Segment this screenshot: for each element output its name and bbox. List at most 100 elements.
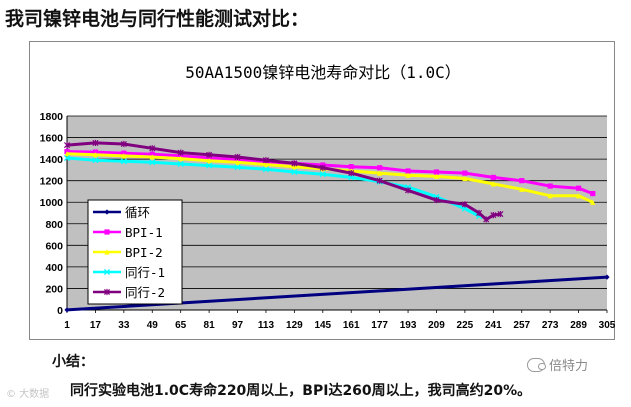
series-5	[63, 139, 504, 223]
y-axis-ticks: 0 200 400 600 800 1000 1200 1400 1600 1800	[40, 111, 64, 317]
point	[590, 191, 596, 197]
legend-item: BPI-1	[93, 225, 163, 240]
legend-item: 同行-2	[93, 285, 165, 300]
x-tick-label: 161	[343, 320, 360, 331]
legend-item: 循环	[93, 205, 150, 220]
point	[149, 145, 156, 152]
point	[92, 152, 99, 158]
point	[433, 196, 440, 204]
point	[262, 166, 270, 173]
y-tick-label: 1800	[40, 111, 64, 123]
point	[178, 153, 184, 159]
point	[291, 168, 298, 176]
y-tick-label: 1600	[40, 133, 64, 145]
y-tick-label: 0	[57, 305, 63, 317]
point	[121, 150, 127, 156]
point	[476, 209, 483, 217]
page-heading: 我司镍锌电池与同行性能测试对比：	[5, 8, 310, 30]
point	[149, 151, 155, 157]
point	[405, 187, 412, 194]
x-tick-label: 289	[570, 320, 587, 331]
point	[490, 174, 496, 181]
point	[262, 157, 269, 164]
point	[206, 158, 212, 164]
point	[433, 173, 440, 179]
series-line	[66, 156, 480, 218]
point	[348, 164, 354, 170]
watermark-text: 倍特力	[549, 359, 589, 374]
legend-label: 同行-1	[125, 265, 165, 280]
legend-item: BPI-2	[93, 245, 163, 260]
point	[604, 274, 610, 280]
x-tick-label: 257	[513, 320, 530, 331]
y-tick-label: 400	[45, 262, 63, 274]
axes	[66, 116, 607, 311]
point	[120, 158, 127, 165]
legend-label: BPI-1	[125, 225, 163, 240]
point	[319, 164, 326, 171]
x-tick-label: 145	[314, 320, 331, 331]
y-tick-label: 1000	[40, 197, 64, 209]
point	[575, 185, 582, 191]
point	[177, 160, 184, 168]
point	[497, 210, 504, 218]
point	[206, 155, 212, 161]
x-tick-label: 33	[118, 320, 130, 331]
point	[462, 175, 468, 182]
x-tick-label: 225	[457, 320, 474, 331]
point	[405, 168, 411, 174]
point	[490, 181, 496, 187]
x-tick-label: 305	[599, 320, 616, 331]
point	[263, 161, 269, 168]
legend: 循环 BPI-1 BPI-2 同行-1 同行-2	[87, 199, 183, 305]
point	[92, 139, 99, 147]
x-tick-label: 1	[64, 320, 70, 331]
point	[575, 193, 582, 199]
point	[92, 157, 99, 164]
x-tick-label: 49	[147, 320, 159, 331]
point	[377, 165, 383, 171]
wechat-icon	[527, 357, 546, 372]
series-line	[66, 150, 594, 196]
point	[206, 151, 213, 158]
x-tick-label: 177	[371, 320, 388, 331]
point	[63, 142, 71, 149]
point	[319, 171, 326, 178]
point	[63, 154, 71, 162]
point	[103, 268, 111, 276]
x-axis-ticks: 1 17 33 49 65 81 97 113 129 145 161 177 193 209 225 241…	[64, 310, 616, 331]
point	[376, 177, 383, 184]
point	[104, 249, 110, 255]
y-tick-label: 1400	[40, 154, 64, 166]
point	[291, 164, 297, 170]
point	[104, 229, 110, 235]
chart-title: 50AA1500镍锌电池寿命对比（1.0C）	[185, 63, 461, 82]
point	[149, 154, 155, 160]
point	[234, 153, 241, 161]
point	[590, 199, 596, 205]
point	[519, 178, 525, 184]
y-tick-label: 600	[45, 240, 63, 252]
point	[121, 153, 127, 159]
point	[64, 151, 70, 157]
x-tick-label: 241	[485, 320, 502, 331]
point	[206, 162, 213, 169]
point	[433, 169, 440, 175]
x-tick-label: 81	[204, 320, 216, 331]
x-tick-label: 65	[175, 320, 187, 331]
point	[64, 307, 70, 313]
x-tick-label: 209	[428, 320, 445, 331]
y-tick-label: 800	[45, 219, 63, 231]
watermark: 倍特力	[527, 355, 588, 374]
point	[490, 212, 497, 219]
point	[547, 193, 553, 199]
point	[547, 183, 553, 189]
point	[103, 288, 111, 296]
legend-label: 同行-2	[125, 285, 165, 300]
point	[177, 149, 184, 156]
legend-item: 同行-1	[93, 265, 165, 280]
point	[234, 159, 241, 165]
y-tick-label: 1200	[40, 176, 64, 188]
legend-label: 循环	[125, 205, 150, 220]
